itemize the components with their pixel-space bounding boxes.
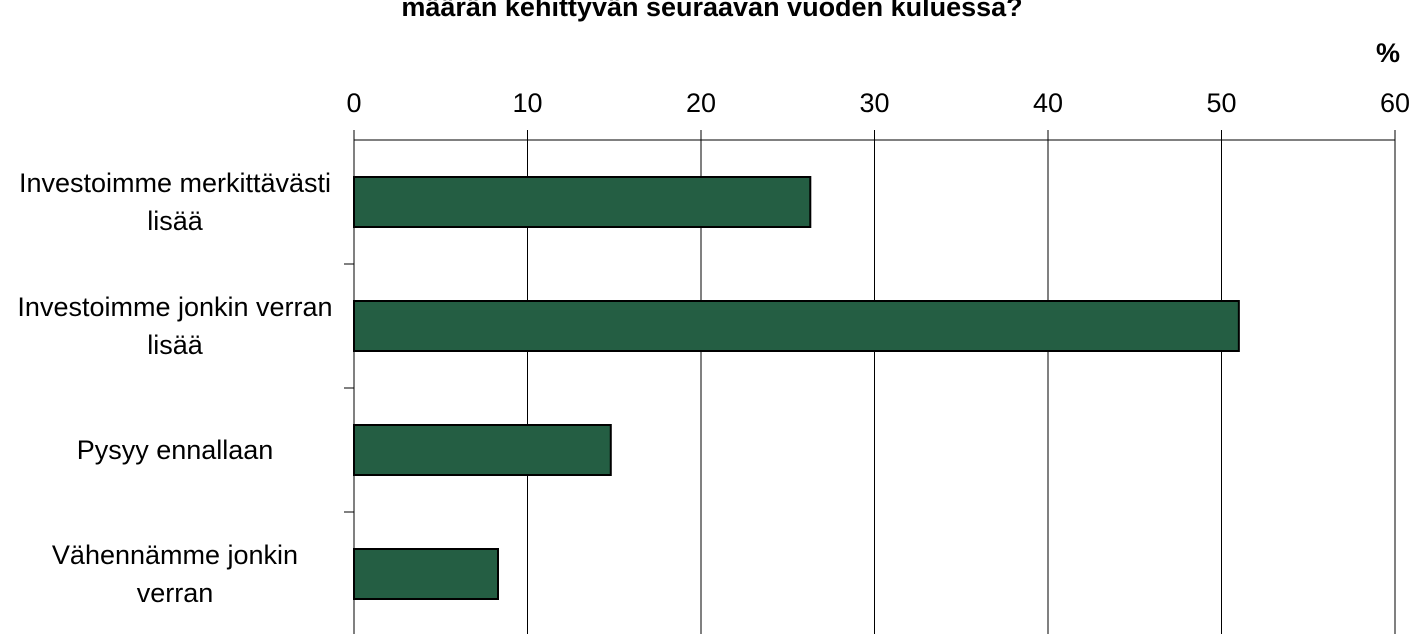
x-tick-label: 10: [512, 88, 542, 118]
x-tick-label: 20: [686, 88, 716, 118]
bar: [353, 176, 812, 228]
x-tick-label: 0: [346, 88, 361, 118]
x-tick-label: 40: [1033, 88, 1063, 118]
x-tick-label: 30: [859, 88, 889, 118]
bar: [353, 300, 1240, 352]
y-tick-label: Investoimme jonkin verran lisää: [17, 292, 333, 360]
x-tick-label: 50: [1206, 88, 1236, 118]
chart-title: määrän kehittyvän seuraavan vuoden kulue…: [401, 0, 1022, 22]
x-tick-label: 60: [1380, 88, 1410, 118]
bar: [353, 548, 500, 600]
y-tick-label: Investoimme merkittävästi lisää: [18, 168, 332, 236]
y-tick-label: Pysyy ennallaan: [76, 435, 274, 465]
y-tick-label: Vähennämme jonkin verran: [51, 540, 299, 608]
bar: [353, 424, 612, 476]
axis-label: %: [1376, 38, 1400, 68]
